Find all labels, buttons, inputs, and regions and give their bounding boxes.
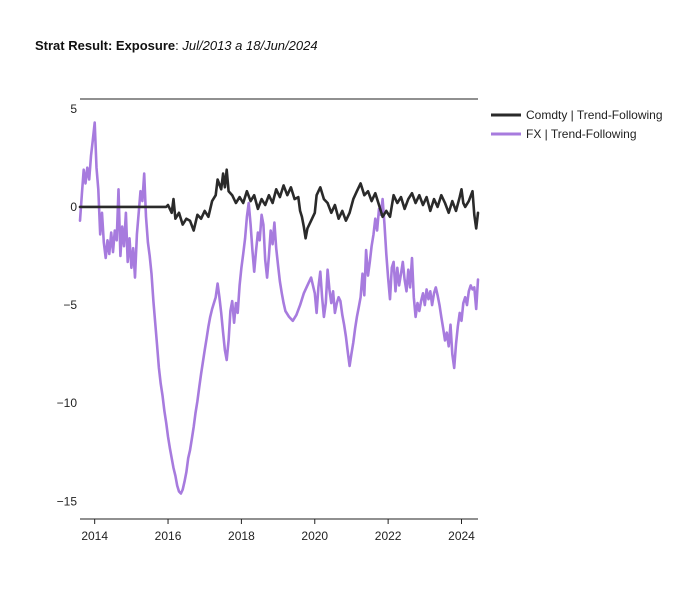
y-tick-label: 5 xyxy=(70,102,77,116)
chart-title-separator: : xyxy=(175,38,183,53)
y-tick-label: 0 xyxy=(70,200,77,214)
chart-title-range: Jul/2013 a 18/Jun/2024 xyxy=(182,38,318,53)
series-line-fx-trend-following xyxy=(78,121,480,495)
legend-label: FX | Trend-Following xyxy=(526,127,637,141)
legend: Comdty | Trend-Following FX | Trend-Follo… xyxy=(491,108,663,141)
x-tick-label: 2022 xyxy=(375,529,402,543)
chart-title-main: Strat Result: Exposure xyxy=(35,38,176,53)
chart-title: Strat Result: Exposure: Jul/2013 a 18/Ju… xyxy=(35,38,318,53)
axes: 2014 2016 2018 2020 2022 2024 5 0 −5 −10 −15 xyxy=(57,98,478,543)
x-tick-label: 2014 xyxy=(81,529,108,543)
x-tick-label: 2020 xyxy=(301,529,328,543)
y-tick-label: −10 xyxy=(57,396,78,410)
x-tick-label: 2016 xyxy=(155,529,182,543)
x-tick-label: 2018 xyxy=(228,529,255,543)
legend-label: Comdty | Trend-Following xyxy=(526,108,663,122)
y-tick-label: −15 xyxy=(57,494,78,508)
series-group xyxy=(78,121,480,495)
series-line-comdty-trend-following xyxy=(78,168,480,240)
y-tick-label: −5 xyxy=(63,298,77,312)
x-tick-label: 2024 xyxy=(448,529,475,543)
